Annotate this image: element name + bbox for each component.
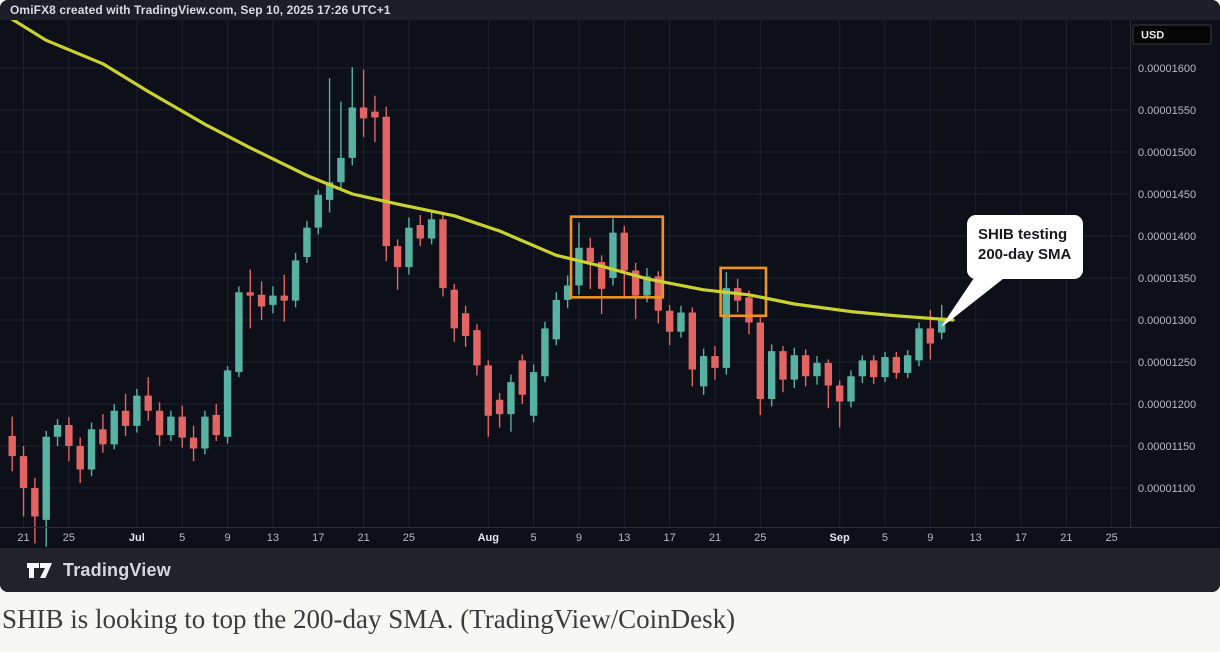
svg-text:21: 21 (1060, 532, 1072, 544)
price-axis[interactable]: 0.00001600 0.00001550 0.00001500 0.00001450… (1132, 24, 1212, 495)
svg-text:0.00001350: 0.00001350 (1138, 273, 1196, 285)
chart-attribution-bar: OmiFX8 created with TradingView.com, Sep… (0, 0, 1220, 20)
highlight-box-1 (569, 215, 665, 299)
svg-text:13: 13 (970, 532, 982, 544)
currency-badge-usd[interactable]: USD (1132, 24, 1212, 45)
image-caption: SHIB is looking to top the 200-day SMA. … (0, 592, 1220, 652)
svg-text:0.00001600: 0.00001600 (1138, 63, 1196, 75)
callout-text-line1: SHIB testing (978, 226, 1067, 243)
svg-text:21: 21 (357, 532, 369, 544)
svg-text:Aug: Aug (478, 532, 499, 544)
svg-text:21: 21 (709, 532, 721, 544)
svg-text:0.00001550: 0.00001550 (1138, 105, 1196, 117)
footer-bar: TradingView (0, 548, 1220, 592)
svg-text:5: 5 (531, 532, 537, 544)
chart-canvas[interactable]: 0.00001600 0.00001550 0.00001500 0.00001450… (0, 20, 1220, 548)
svg-text:25: 25 (63, 532, 75, 544)
svg-text:9: 9 (225, 532, 231, 544)
svg-text:0.00001500: 0.00001500 (1138, 147, 1196, 159)
svg-text:5: 5 (882, 532, 888, 544)
candles-series (8, 67, 946, 547)
callout-text-line2: 200-day SMA (978, 246, 1072, 263)
sma-line (10, 20, 955, 322)
svg-text:25: 25 (403, 532, 415, 544)
svg-text:0.00001450: 0.00001450 (1138, 189, 1196, 201)
svg-text:25: 25 (754, 532, 766, 544)
tradingview-brand-text: TradingView (63, 559, 171, 580)
svg-text:25: 25 (1106, 532, 1118, 544)
svg-text:5: 5 (179, 532, 185, 544)
tradingview-logo-icon (27, 563, 52, 578)
svg-text:9: 9 (576, 532, 582, 544)
chart-attribution-text: OmiFX8 created with TradingView.com, Sep… (10, 3, 391, 17)
svg-text:Sep: Sep (830, 532, 850, 544)
grid-lines (0, 20, 1130, 527)
time-axis[interactable]: 21 25 Jul 5 9 13 17 21 25 Aug 5 9 13 17 21 25 Sep 5 9 13 17 2… (17, 532, 1117, 544)
svg-text:13: 13 (267, 532, 279, 544)
svg-text:0.00001250: 0.00001250 (1138, 357, 1196, 369)
svg-text:0.00001200: 0.00001200 (1138, 399, 1196, 411)
price-chart-svg[interactable]: 0.00001600 0.00001550 0.00001500 0.00001450… (0, 20, 1220, 548)
svg-text:17: 17 (1015, 532, 1027, 544)
svg-text:17: 17 (664, 532, 676, 544)
svg-text:17: 17 (312, 532, 324, 544)
tradingview-chart-widget: OmiFX8 created with TradingView.com, Sep… (0, 0, 1220, 592)
svg-text:0.00001300: 0.00001300 (1138, 315, 1196, 327)
svg-text:USD: USD (1141, 30, 1164, 42)
svg-text:Jul: Jul (129, 532, 145, 544)
svg-text:9: 9 (927, 532, 933, 544)
svg-text:0.00001100: 0.00001100 (1138, 483, 1195, 495)
sma-callout: SHIB testing 200-day SMA (941, 215, 1083, 327)
svg-text:0.00001400: 0.00001400 (1138, 231, 1196, 243)
tradingview-logo-link[interactable]: TradingView (26, 559, 171, 581)
svg-text:13: 13 (618, 532, 630, 544)
svg-text:0.00001150: 0.00001150 (1138, 441, 1195, 453)
svg-text:21: 21 (17, 532, 29, 544)
